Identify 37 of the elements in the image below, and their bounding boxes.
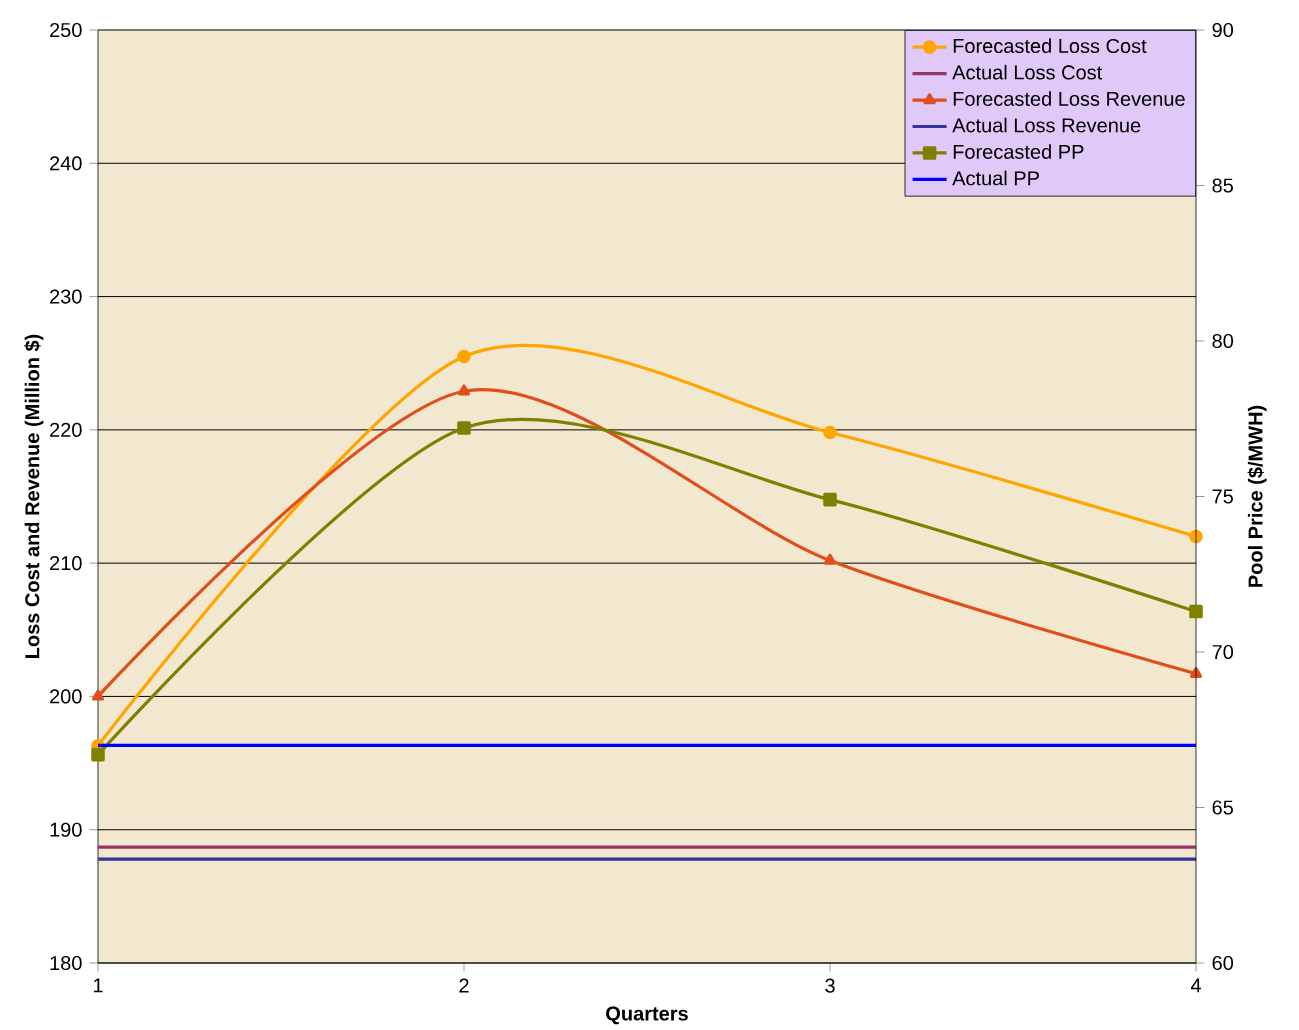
- legend-label: Forecasted PP: [953, 144, 1084, 159]
- legend-label: Forecasted Loss Cost: [953, 38, 1147, 54]
- point: [457, 384, 471, 396]
- y-tick-label: 220: [50, 422, 82, 437]
- y2-axis-title: Pool Price ($/MWH): [1247, 405, 1267, 587]
- point: [457, 421, 471, 435]
- x-tick-label: 2: [459, 978, 469, 993]
- x-tick-label: 1: [93, 978, 103, 993]
- y-axis-title: Loss Cost and Revenue (Million $): [24, 334, 44, 658]
- point: [823, 492, 837, 507]
- y-tick-label: 240: [50, 156, 82, 171]
- y-tick-label: 250: [50, 22, 82, 38]
- y-tick-label: 210: [50, 556, 82, 571]
- y2-tick-label: 75: [1212, 489, 1233, 504]
- y-tick-label: 180: [50, 955, 82, 971]
- x-tick-label: 4: [1190, 978, 1201, 993]
- y-tick-label: 190: [50, 822, 82, 837]
- y-tick-label: 230: [50, 289, 82, 304]
- y2-tick-label: 65: [1212, 800, 1233, 815]
- point: [457, 349, 471, 364]
- y2-tick-label: 60: [1212, 955, 1234, 971]
- point: [91, 747, 105, 762]
- y-tick-label: 200: [50, 689, 82, 704]
- y2-tick-label: 85: [1212, 178, 1233, 193]
- y2-tick-label: 70: [1212, 644, 1234, 660]
- legend-label: Actual Loss Cost: [952, 64, 1103, 80]
- x-tick-label: 3: [825, 978, 835, 993]
- point: [1189, 604, 1203, 619]
- point: [823, 425, 837, 440]
- legend-label: Actual Loss Revenue: [952, 117, 1141, 133]
- point: [91, 689, 105, 701]
- legend-label: Actual PP: [952, 170, 1039, 186]
- y2-tick-label: 90: [1212, 22, 1234, 38]
- y2-tick-label: 80: [1212, 333, 1234, 349]
- x-axis-title: Quarters: [606, 1006, 688, 1025]
- legend-label: Forecasted Loss Revenue: [953, 91, 1185, 106]
- point: [823, 553, 837, 565]
